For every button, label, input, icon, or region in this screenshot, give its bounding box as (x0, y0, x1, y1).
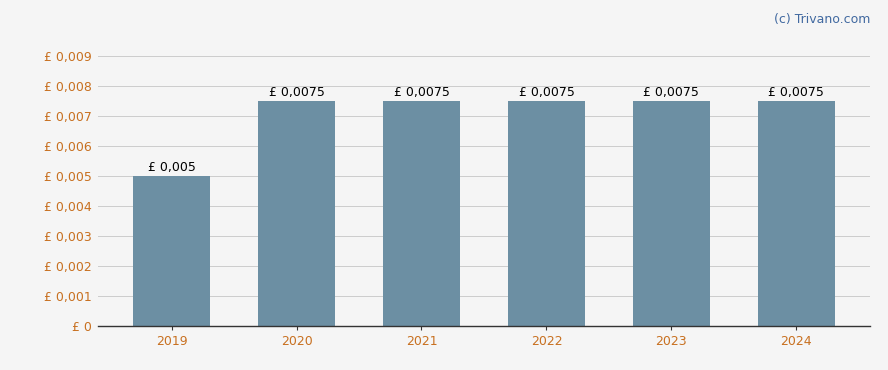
Bar (632, 101, 710, 326)
Bar (133, 176, 210, 326)
Text: (c) Trivano.com: (c) Trivano.com (773, 13, 870, 26)
Bar (757, 101, 835, 326)
Text: £ 0,0075: £ 0,0075 (519, 86, 575, 99)
Bar (258, 101, 336, 326)
Text: £ 0,0075: £ 0,0075 (393, 86, 449, 99)
Bar (383, 101, 460, 326)
Text: £ 0,005: £ 0,005 (147, 161, 195, 174)
Text: £ 0,0075: £ 0,0075 (768, 86, 824, 99)
Text: £ 0,0075: £ 0,0075 (268, 86, 324, 99)
Bar (508, 101, 585, 326)
Text: £ 0,0075: £ 0,0075 (644, 86, 700, 99)
